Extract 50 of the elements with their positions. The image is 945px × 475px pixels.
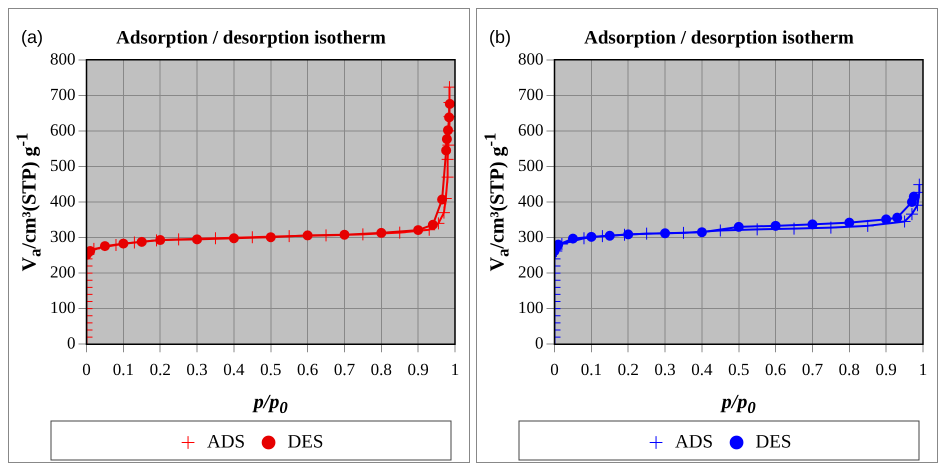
x-tick-label: 0: [82, 360, 91, 379]
y-tick-label: 200: [518, 262, 544, 282]
x-tick-label: 0.8: [838, 360, 860, 379]
x-tick-label: 0.8: [370, 360, 392, 379]
x-tick-label: 0.7: [334, 360, 356, 379]
y-tick-label: 0: [67, 334, 76, 353]
y-tick-label: 300: [518, 227, 544, 246]
y-tick-label: 200: [50, 262, 76, 282]
text: (a): [21, 27, 43, 48]
x-tick-label: 0.5: [728, 360, 750, 379]
text: (b): [489, 27, 511, 48]
x-tick-label: 0: [550, 360, 559, 379]
y-tick-label: 500: [518, 156, 544, 175]
x-tick-label: 1: [450, 360, 460, 379]
x-tick-label: 0.3: [186, 360, 208, 379]
y-tick-label: 500: [50, 156, 76, 175]
x-axis-title: p/p$_{0}$: [722, 391, 756, 418]
y-tick-label: 700: [518, 84, 544, 104]
x-tick-label: 0.5: [260, 360, 282, 379]
x-tick-label: 0.3: [654, 360, 676, 379]
chart-title: Adsorption / desorption isotherm: [116, 27, 386, 48]
x-tick-label: 0.9: [408, 360, 429, 379]
x-tick-label: 0.4: [223, 360, 246, 379]
y-tick-label: 0: [535, 334, 544, 353]
x-tick-label: 1: [918, 360, 928, 379]
legend-label: DES: [756, 431, 792, 452]
legend-label: DES: [288, 431, 324, 452]
x-tick-label: 0.2: [150, 360, 171, 379]
y-tick-label: 400: [50, 191, 76, 210]
x-tick-label: 0.4: [691, 360, 714, 379]
y-tick-label: 100: [50, 298, 76, 318]
x-tick-label: 0.9: [876, 360, 897, 379]
chart-title: Adsorption / desorption isotherm: [584, 27, 854, 48]
y-tick-label: 300: [50, 227, 76, 246]
y-tick-label: 700: [50, 84, 76, 104]
x-tick-label: 0.6: [296, 360, 318, 379]
legend-label: ADS: [675, 431, 714, 452]
y-tick-label: 800: [50, 49, 76, 68]
y-tick-label: 400: [518, 191, 544, 210]
legend-label: ADS: [207, 431, 246, 452]
y-tick-label: 600: [50, 120, 76, 140]
x-tick-label: 0.7: [802, 360, 824, 379]
x-tick-label: 0.6: [764, 360, 786, 379]
y-tick-label: 800: [518, 49, 544, 68]
x-tick-label: 0.1: [112, 360, 134, 379]
x-tick-label: 0.2: [618, 360, 639, 379]
x-axis-title: p/p$_{0}$: [254, 391, 288, 418]
y-tick-label: 100: [518, 298, 544, 318]
y-tick-label: 600: [518, 120, 544, 140]
x-tick-label: 0.1: [580, 360, 602, 379]
